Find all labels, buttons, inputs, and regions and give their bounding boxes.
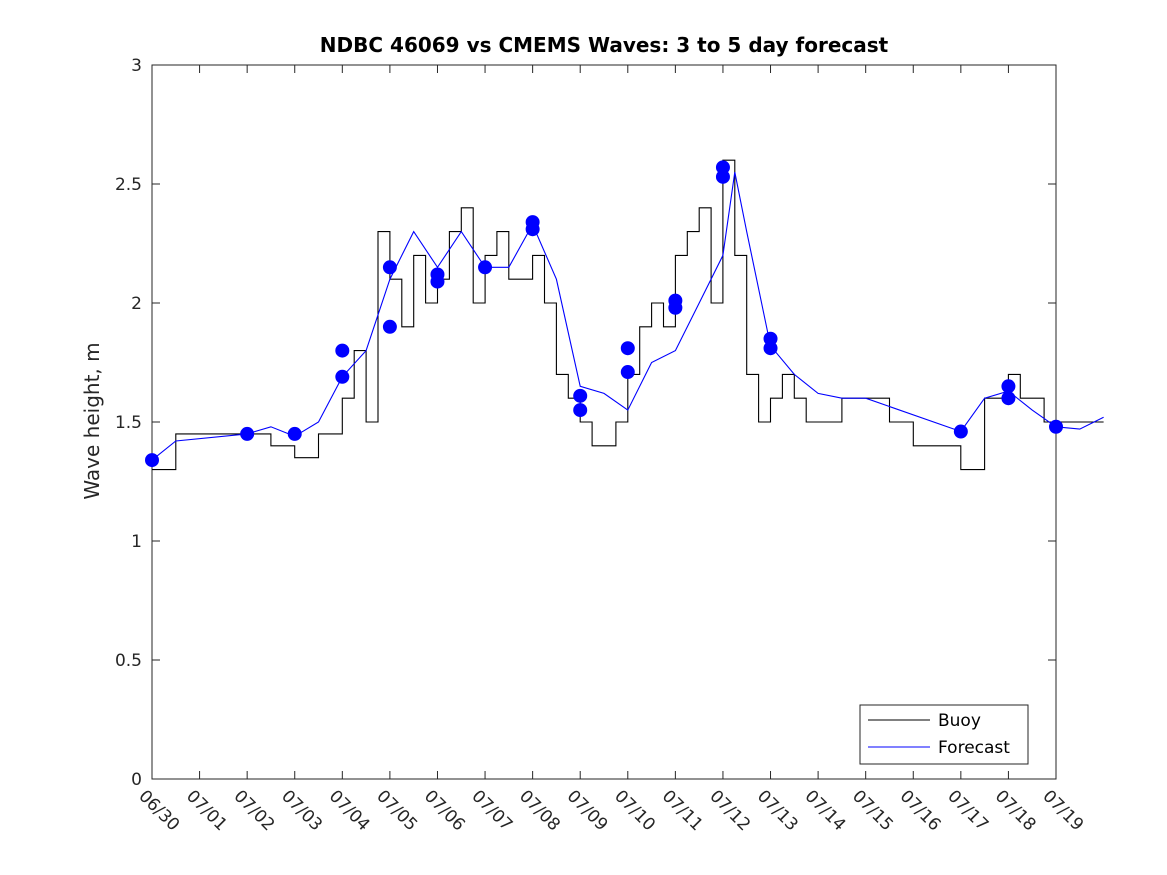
legend-box: [859, 704, 1029, 765]
forecast-marker: [335, 369, 350, 384]
y-tick-label: 3: [131, 56, 142, 76]
axes-box: [151, 64, 1057, 780]
legend: Buoy Forecast: [859, 704, 1029, 765]
y-tick-label: 2: [131, 294, 142, 314]
y-axis-label: Wave height, m: [80, 342, 104, 499]
forecast-marker: [240, 426, 255, 441]
forecast-marker: [335, 343, 350, 358]
forecast-marker: [1001, 391, 1016, 406]
forecast-marker: [1001, 379, 1016, 394]
forecast-marker: [668, 300, 683, 315]
chart-title: NDBC 46069 vs CMEMS Waves: 3 to 5 day fo…: [320, 33, 889, 57]
y-tick-label: 1.5: [115, 413, 142, 433]
y-tick-label: 2.5: [115, 175, 142, 195]
forecast-marker: [573, 388, 588, 403]
forecast-marker: [953, 424, 968, 439]
y-tick-label: 1: [131, 532, 142, 552]
legend-forecast-label: Forecast: [938, 738, 1010, 758]
forecast-marker: [430, 274, 445, 289]
forecast-marker: [1049, 419, 1063, 434]
forecast-marker: [145, 453, 159, 468]
forecast-marker: [573, 403, 588, 418]
plot-area: 00.511.522.5306/3007/0107/0207/0307/0407…: [115, 56, 1104, 835]
forecast-marker: [715, 169, 730, 184]
forecast-marker: [620, 341, 635, 356]
forecast-marker: [382, 319, 397, 334]
legend-buoy-label: Buoy: [938, 711, 981, 731]
forecast-marker: [382, 260, 397, 275]
forecast-marker: [478, 260, 493, 275]
forecast-marker: [287, 426, 302, 441]
y-tick-label: 0: [131, 770, 142, 790]
series-line-buoy: [152, 159, 1104, 471]
forecast-marker: [620, 365, 635, 380]
forecast-marker: [763, 341, 778, 356]
y-tick-label: 0.5: [115, 651, 142, 671]
forecast-marker: [525, 222, 540, 237]
